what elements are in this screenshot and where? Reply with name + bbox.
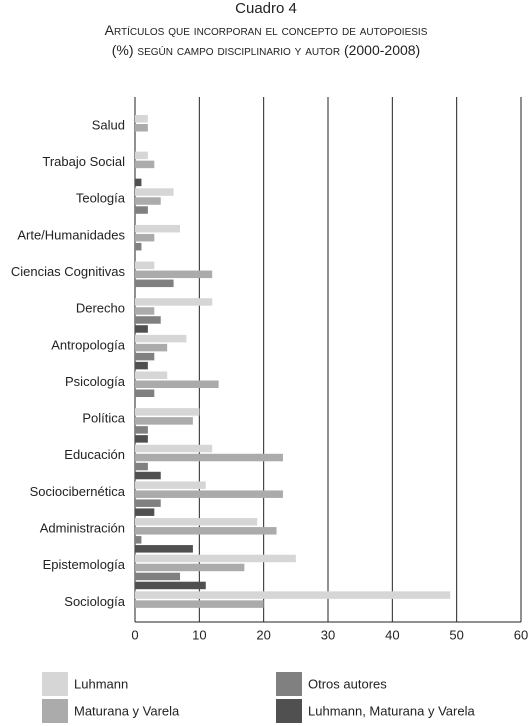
bar [135,261,155,270]
y-tick-label: Psicología [65,374,126,389]
legend-label: Luhmann, Maturana y Varela [308,703,475,718]
bar [135,160,155,169]
bar [135,527,277,535]
bar [135,462,148,471]
x-tick-label: 30 [321,627,335,642]
bar [135,361,148,370]
bar [135,518,258,526]
bar [135,242,142,251]
bar [135,545,193,553]
bar [135,224,181,233]
bar [135,481,206,489]
y-tick-label: Política [82,411,125,426]
y-tick-label: Arte/Humanidades [17,227,125,242]
bar [135,178,142,187]
bar [135,206,148,214]
bar [135,380,219,388]
bar [135,188,174,196]
bar [135,307,155,315]
y-tick-label: Derecho [76,301,125,316]
y-tick-label: Administración [40,521,125,536]
bar [135,554,296,563]
bar [135,581,206,590]
x-tick-label: 0 [131,627,138,642]
x-tick-label: 60 [514,627,528,642]
y-tick-label: Trabajo Social [42,154,125,169]
bar [135,417,193,425]
bar [135,151,148,160]
legend-label: Otros autores [308,676,387,691]
bar [135,490,283,498]
y-tick-label: Ciencias Cognitivas [11,264,126,279]
bar [135,334,187,343]
bar [135,298,213,306]
bar [135,444,213,453]
legend-swatch [42,672,68,696]
bar [135,453,283,462]
y-tick-label: Epistemología [43,557,126,572]
bar [135,471,161,480]
y-tick-label: Sociología [64,594,125,609]
bar [135,408,200,416]
bar [135,115,148,123]
y-tick-label: Salud [92,117,125,132]
bar [135,435,148,443]
y-tick-label: Antropología [51,337,125,352]
legend-swatch [42,699,68,723]
bar [135,508,155,516]
bar [135,563,245,572]
y-tick-label: Educación [64,447,125,462]
bar [135,600,264,608]
bar [135,499,161,507]
legend-label: Maturana y Varela [74,703,180,718]
bar [135,325,148,333]
bar [135,536,142,544]
chart-subtitle: Artículos que incorporan el concepto de … [104,22,428,58]
bar [135,371,168,379]
x-tick-label: 50 [449,627,463,642]
y-tick-label: Sociocibernética [30,484,126,499]
bar [135,197,161,205]
legend-swatch [276,672,302,696]
bar [135,352,155,361]
chart-title: Cuadro 4 [235,0,297,17]
bar [135,572,181,581]
legend-swatch [276,699,302,723]
y-tick-label: Teología [76,191,126,206]
bar [135,343,168,352]
bar [135,591,451,599]
x-tick-label: 10 [192,627,206,642]
bar [135,279,174,288]
bar [135,389,155,397]
bar [135,233,155,242]
x-tick-label: 40 [385,627,399,642]
bar [135,270,213,279]
x-tick-label: 20 [256,627,270,642]
bar [135,426,148,434]
bar [135,124,148,132]
legend-label: Luhmann [74,676,128,691]
bar [135,316,161,324]
